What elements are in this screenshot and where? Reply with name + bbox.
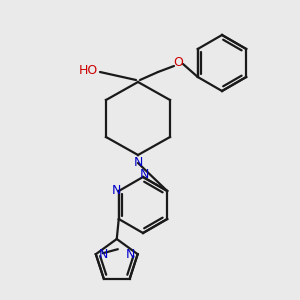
Text: N: N xyxy=(125,248,135,261)
Text: N: N xyxy=(112,184,122,197)
Text: N: N xyxy=(139,169,149,182)
Text: O: O xyxy=(173,56,183,68)
Text: N: N xyxy=(133,156,143,169)
Text: N: N xyxy=(99,248,108,261)
Text: HO: HO xyxy=(78,64,98,76)
